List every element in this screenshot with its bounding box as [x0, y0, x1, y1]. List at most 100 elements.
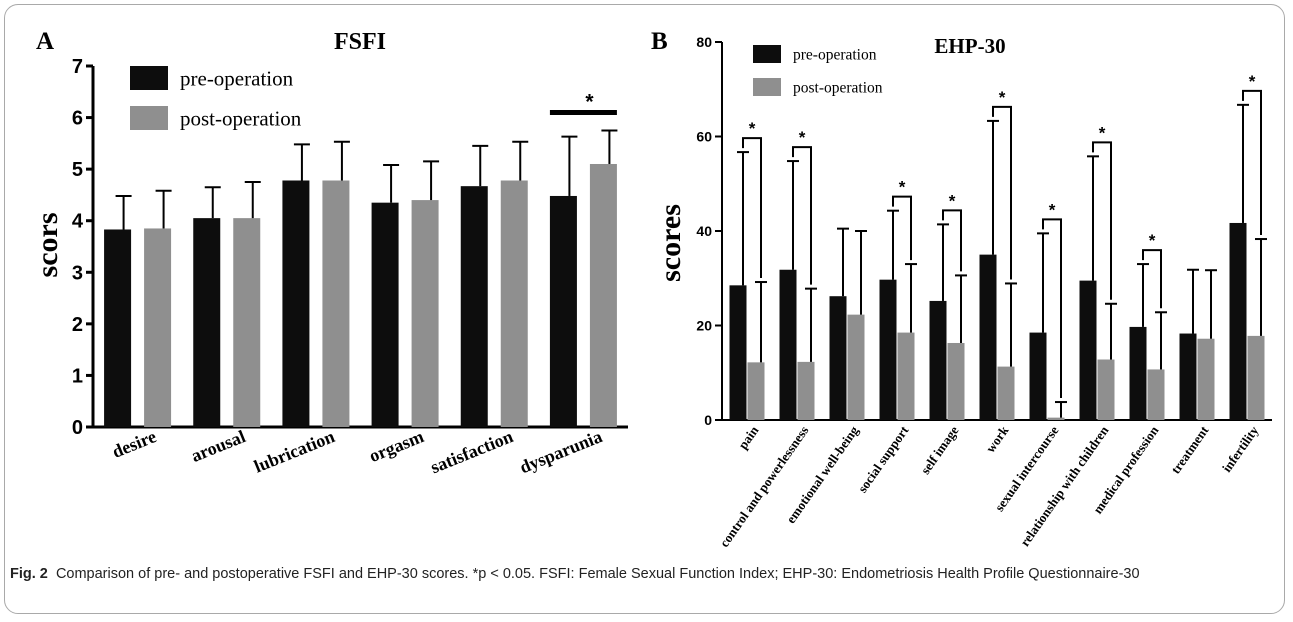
ehp30-y-tick-label: 0	[704, 412, 712, 428]
ehp30-significance-star: *	[1049, 200, 1056, 219]
ehp30-bar-pre	[1229, 222, 1247, 420]
ehp30-bar-pre	[729, 285, 747, 420]
ehp30-legend-swatch-pre	[753, 45, 781, 63]
fsfi-y-tick-label: 6	[72, 108, 83, 130]
ehp30-bar-post	[747, 362, 765, 420]
fsfi-y-tick-label: 3	[72, 262, 83, 284]
ehp30-significance-star: *	[799, 128, 806, 147]
ehp30-chart-title: EHP-30	[934, 34, 1005, 58]
fsfi-x-tick-label: desire	[109, 426, 159, 462]
fsfi-bar-pre	[104, 229, 132, 427]
fsfi-bar-post	[322, 180, 350, 427]
fsfi-bar-pre	[371, 202, 399, 427]
ehp30-bar-post	[1147, 369, 1165, 420]
ehp30-x-tick-label: pain	[735, 422, 762, 451]
fsfi-legend-label-post: post-operation	[180, 106, 302, 130]
fsfi-significance-star: *	[585, 90, 594, 113]
ehp30-y-tick-label: 80	[696, 34, 712, 50]
ehp30-significance-bracket	[1142, 249, 1162, 309]
ehp30-bar-pre	[1179, 333, 1197, 420]
ehp30-significance-bracket	[1242, 89, 1262, 236]
ehp30-bar-pre	[929, 300, 947, 420]
fsfi-legend-swatch-post	[130, 106, 168, 130]
ehp30-significance-bracket	[742, 137, 762, 279]
ehp30-x-tick-label: work	[983, 422, 1012, 455]
ehp30-significance-star: *	[949, 191, 956, 210]
ehp30-bar-post	[1247, 335, 1265, 420]
ehp30-x-tick-label: relationship with children	[1017, 422, 1112, 549]
ehp30-significance-bracket	[942, 209, 962, 272]
fsfi-bar-pre	[549, 195, 577, 427]
ehp30-x-tick-label: self image	[917, 423, 961, 477]
fsfi-bar-post	[500, 180, 528, 427]
ehp30-bar-pre	[979, 254, 997, 420]
ehp30-significance-star: *	[899, 178, 906, 197]
fsfi-y-tick-label: 5	[72, 159, 83, 181]
fsfi-y-axis-label: scors	[31, 213, 64, 278]
ehp30-significance-star: *	[1249, 72, 1256, 91]
fsfi-bar-post	[589, 163, 617, 427]
panel-a-label: A	[36, 28, 54, 55]
ehp30-legend-label-post: post-operation	[793, 79, 883, 96]
ehp30-legend-swatch-post	[753, 78, 781, 96]
fsfi-bar-post	[411, 200, 439, 427]
fsfi-x-tick-label: dysparunia	[517, 426, 605, 477]
ehp30-bar-post	[1097, 359, 1115, 420]
ehp30-bar-pre	[1029, 332, 1047, 420]
ehp30-bar-pre	[1079, 280, 1097, 420]
ehp30-x-tick-label: infertility	[1219, 423, 1262, 475]
fsfi-legend-swatch-pre	[130, 66, 168, 90]
fsfi-y-tick-label: 1	[72, 365, 83, 387]
fsfi-chart: A FSFI scors 0 1 2 3 4 5 6 7 desire arousal lubric…	[31, 28, 628, 477]
ehp30-significance-star: *	[749, 119, 756, 138]
ehp30-significance-star: *	[1099, 123, 1106, 142]
fsfi-bar-pre	[460, 186, 488, 427]
ehp30-x-tick-label: treatment	[1168, 423, 1212, 477]
ehp30-y-tick-label: 20	[696, 317, 712, 333]
ehp30-bar-post	[947, 342, 965, 420]
panel-b-label: B	[651, 28, 668, 55]
ehp30-y-tick-label: 40	[696, 223, 712, 239]
fsfi-x-tick-label: arousal	[188, 426, 248, 466]
ehp30-significance-bracket	[892, 195, 912, 261]
ehp30-bar-post	[897, 332, 915, 420]
ehp30-bar-post	[847, 314, 865, 420]
ehp30-bar-post	[997, 366, 1015, 420]
fsfi-y-tick-label: 0	[72, 417, 83, 439]
fsfi-bar-pre	[193, 218, 221, 427]
ehp30-bar-post	[1047, 417, 1065, 420]
fsfi-y-tick-label: 2	[72, 314, 83, 336]
ehp30-bar-pre	[829, 296, 847, 420]
ehp30-bar-pre	[879, 279, 897, 420]
ehp30-significance-bracket	[792, 146, 812, 285]
fsfi-y-tick-label: 4	[72, 211, 84, 233]
ehp30-significance-bracket	[1042, 218, 1062, 399]
fsfi-chart-title: FSFI	[334, 29, 386, 55]
ehp30-bar-post	[797, 361, 815, 420]
ehp30-x-tick-label: control and powerlessness	[716, 423, 811, 550]
ehp30-y-tick-label: 60	[696, 128, 712, 144]
ehp30-significance-bracket	[1092, 141, 1112, 300]
fsfi-x-tick-label: lubrication	[251, 426, 337, 476]
ehp30-y-axis-label: scores	[654, 204, 687, 282]
fsfi-bar-post	[144, 228, 172, 427]
caption-text: Comparison of pre- and postoperative FSF…	[55, 566, 1140, 582]
fsfi-x-tick-label: orgasm	[366, 426, 426, 466]
ehp30-bar-pre	[1129, 326, 1147, 420]
figure-caption: Fig. 2 Comparison of pre- and postoperat…	[10, 564, 1275, 585]
ehp30-bar-pre	[779, 269, 797, 420]
ehp30-legend-label-pre: pre-operation	[793, 46, 877, 63]
ehp30-bar-post	[1197, 338, 1215, 420]
fsfi-x-tick-label: satisfaction	[428, 426, 516, 477]
fsfi-legend-label-pre: pre-operation	[180, 66, 294, 90]
figure-svg: A FSFI scors 0 1 2 3 4 5 6 7 desire arousal lubric…	[31, 28, 1272, 550]
caption-label: Fig. 2	[10, 566, 48, 582]
fsfi-bar-post	[233, 218, 261, 427]
ehp30-significance-star: *	[999, 88, 1006, 107]
ehp30-x-tick-label: social support	[855, 423, 912, 496]
ehp30-significance-star: *	[1149, 231, 1156, 250]
ehp30-significance-bracket	[992, 105, 1012, 280]
fsfi-y-tick-label: 7	[72, 56, 83, 78]
fsfi-bar-pre	[282, 180, 310, 427]
